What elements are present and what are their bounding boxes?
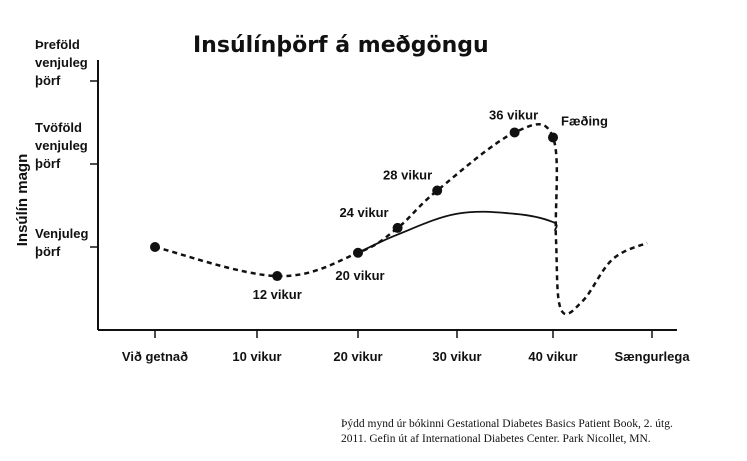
y-tick-label: Tvöföld — [35, 120, 82, 135]
data-point-marker — [150, 242, 160, 252]
y-tick-label: þörf — [35, 244, 61, 259]
data-point-label: 20 vikur — [335, 268, 384, 283]
y-axis-label: Insúlín magn — [14, 154, 31, 247]
data-point-label: 28 vikur — [383, 168, 432, 183]
y-tick-label: þörf — [35, 73, 61, 88]
x-tick-label: 20 vikur — [333, 349, 382, 364]
y-tick-label: venjuleg — [35, 55, 88, 70]
data-point-label: 24 vikur — [339, 205, 388, 220]
caption-line-1: Þýdd mynd úr bókinni Gestational Diabete… — [341, 418, 673, 430]
x-tick-label: Sængurlega — [614, 349, 690, 364]
data-point-label: 12 vikur — [253, 287, 302, 302]
x-tick-label: 40 vikur — [528, 349, 577, 364]
data-point-marker — [353, 247, 363, 258]
insulin-need-dashed-line — [154, 122, 648, 316]
data-point-marker — [548, 132, 558, 143]
data-point-label: Fæðing — [561, 113, 608, 128]
data-point-marker — [392, 222, 403, 233]
x-tick-label: Við getnað — [122, 349, 188, 364]
y-tick-label: Venjuleg — [35, 226, 89, 241]
data-point-marker — [432, 185, 443, 196]
x-tick-label: 30 vikur — [432, 349, 481, 364]
source-caption: Þýdd mynd úr bókinni Gestational Diabete… — [341, 417, 741, 447]
x-tick-label: 10 vikur — [232, 349, 281, 364]
chart-title: Insúlínþörf á meðgöngu — [193, 33, 489, 58]
data-point-marker — [509, 127, 520, 138]
data-point-label: 36 vikur — [489, 107, 538, 122]
caption-line-2: 2011. Gefin út af International Diabetes… — [341, 433, 651, 445]
insulin-need-solid-line — [357, 210, 558, 254]
y-tick-label: venjuleg — [35, 138, 88, 153]
y-tick-label: Þreföld — [35, 37, 80, 52]
data-point-marker — [272, 271, 283, 282]
y-tick-label: þörf — [35, 156, 61, 171]
